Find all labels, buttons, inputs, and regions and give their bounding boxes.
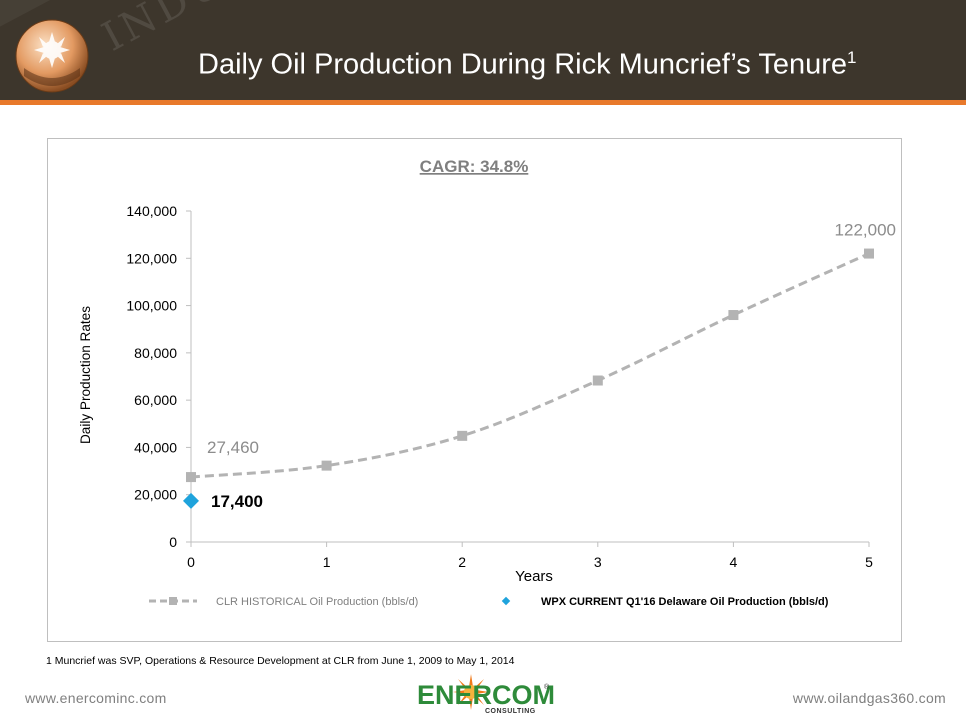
y-tick-label: 100,000 bbox=[126, 298, 177, 314]
enercom-consulting-text: CONSULTING bbox=[485, 708, 536, 715]
legend-label-clr: CLR HISTORICAL Oil Production (bbls/d) bbox=[216, 596, 418, 608]
x-tick-label: 5 bbox=[865, 554, 873, 570]
series-point-clr bbox=[457, 430, 468, 441]
x-axis-ticks: 0 1 2 3 4 5 bbox=[187, 542, 873, 570]
legend-marker-wpx bbox=[501, 596, 511, 606]
series-point-clr bbox=[592, 375, 603, 386]
series-line-clr bbox=[190, 252, 870, 479]
data-label: 122,000 bbox=[835, 221, 896, 240]
x-tick-label: 0 bbox=[187, 554, 195, 570]
header-accent-stripe bbox=[0, 100, 966, 105]
y-axis-ticks: 0 20,000 40,000 60,000 80,000 100,000 120,000 1… bbox=[126, 203, 191, 550]
data-label: 27,460 bbox=[207, 438, 259, 457]
legend-label-wpx: WPX CURRENT Q1'16 Delaware Oil Productio… bbox=[541, 596, 829, 608]
y-tick-label: 20,000 bbox=[134, 487, 177, 503]
chart-title: CAGR: 34.8% bbox=[420, 157, 529, 176]
y-tick-label: 80,000 bbox=[134, 345, 177, 361]
chart-frame: CAGR: 34.8% 0 20,000 40,000 60,000 80,000 100… bbox=[47, 138, 902, 642]
y-tick-label: 140,000 bbox=[126, 203, 177, 219]
y-tick-label: 40,000 bbox=[134, 439, 177, 455]
enercom-logo: ENERCOM CONSULTING ® bbox=[417, 674, 556, 720]
y-tick-label: 120,000 bbox=[126, 250, 177, 266]
x-tick-label: 1 bbox=[323, 554, 331, 570]
x-tick-label: 4 bbox=[730, 554, 738, 570]
x-tick-label: 2 bbox=[458, 554, 466, 570]
legend-marker-clr bbox=[169, 597, 177, 605]
footnote: 1 Muncrief was SVP, Operations & Resourc… bbox=[46, 655, 515, 667]
series-point-clr bbox=[864, 248, 874, 259]
slide-title: Daily Oil Production During Rick Muncrie… bbox=[198, 48, 856, 82]
footer-website-right[interactable]: www.oilandgas360.com bbox=[792, 690, 946, 706]
x-tick-label: 3 bbox=[594, 554, 602, 570]
registered-mark: ® bbox=[544, 684, 550, 691]
slide-title-text: Daily Oil Production During Rick Muncrie… bbox=[198, 48, 847, 81]
series-layer bbox=[183, 248, 874, 509]
data-label: 17,400 bbox=[211, 492, 263, 511]
data-labels-layer: 27,460 122,000 17,400 bbox=[207, 221, 896, 511]
series-point-wpx bbox=[183, 492, 199, 509]
y-tick-label: 60,000 bbox=[134, 392, 177, 408]
slide-header: INDUSTRY Daily Oil Production During Ric… bbox=[0, 0, 966, 102]
footer-website-left[interactable]: www.enercominc.com bbox=[25, 690, 167, 706]
y-tick-label: 0 bbox=[169, 534, 177, 550]
series-point-clr bbox=[321, 460, 332, 471]
chart-legend: CLR HISTORICAL Oil Production (bbls/d) W… bbox=[149, 596, 829, 608]
title-footnote-marker: 1 bbox=[847, 48, 857, 67]
sunburst-icon bbox=[453, 674, 489, 710]
sunburst-globe-icon bbox=[15, 19, 89, 93]
enercom-wordmark: ENERCOM bbox=[417, 680, 556, 710]
series-point-clr bbox=[728, 310, 739, 321]
y-axis-label: Daily Production Rates bbox=[77, 306, 93, 444]
production-chart: CAGR: 34.8% 020,00040,00060,00080,000100… bbox=[77, 157, 896, 608]
x-axis-label: Years bbox=[515, 568, 553, 585]
series-point-clr bbox=[186, 472, 196, 483]
